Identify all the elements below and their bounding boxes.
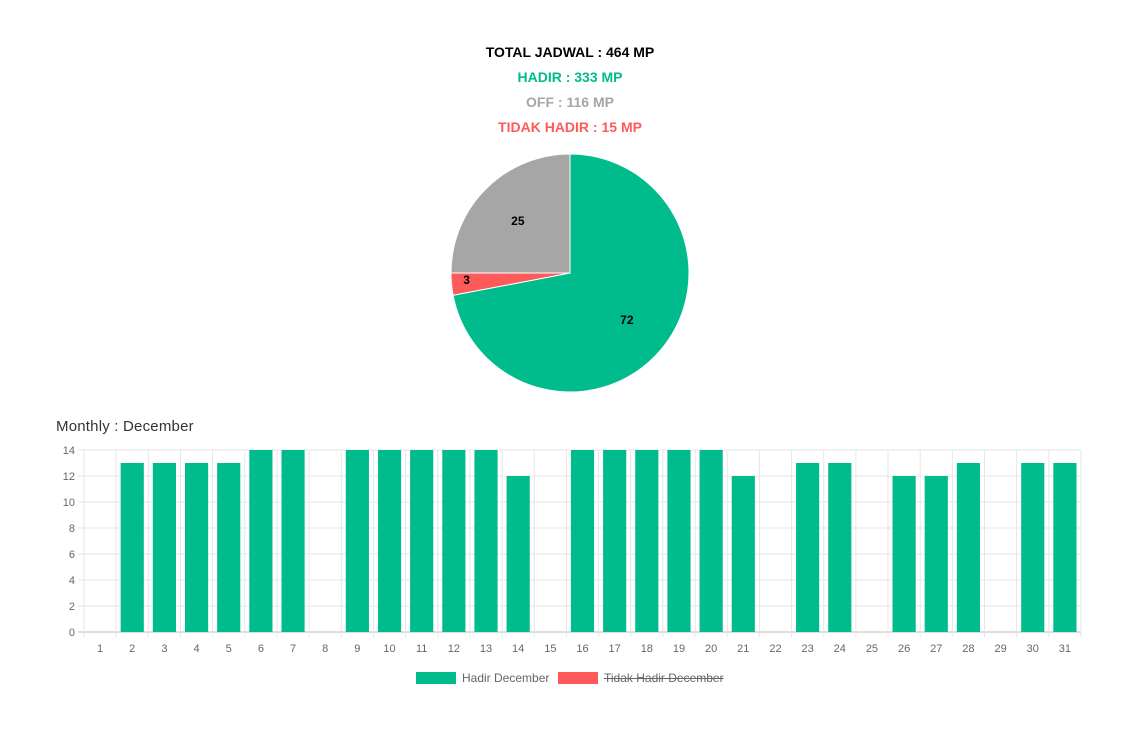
pie-label-off: 25: [511, 214, 525, 228]
bar-hadir-day-17[interactable]: [603, 450, 627, 632]
y-tick-label: 6: [69, 549, 75, 561]
bar-hadir-day-23[interactable]: [796, 463, 820, 632]
summary-off: OFF : 116 MP: [526, 94, 614, 110]
x-tick-label: 15: [544, 643, 556, 655]
bar-hadir-day-14[interactable]: [506, 476, 530, 632]
bar-hadir-day-9[interactable]: [345, 450, 369, 632]
x-tick-label: 25: [866, 643, 878, 655]
x-tick-label: 19: [673, 643, 685, 655]
x-tick-label: 28: [962, 643, 974, 655]
x-tick-label: 9: [354, 643, 360, 655]
x-tick-label: 4: [194, 643, 200, 655]
x-tick-label: 12: [448, 643, 460, 655]
bar-hadir-day-21[interactable]: [731, 476, 755, 632]
x-tick-label: 14: [512, 643, 524, 655]
x-tick-label: 11: [416, 643, 427, 655]
x-tick-label: 22: [769, 643, 781, 655]
pie-label-hadir: 72: [620, 313, 634, 327]
legend-item-tidak-hadir[interactable]: Tidak Hadir December: [558, 670, 724, 686]
x-tick-label: 31: [1059, 643, 1071, 655]
x-tick-label: 13: [480, 643, 492, 655]
x-tick-label: 3: [161, 643, 167, 655]
y-tick-label: 10: [63, 497, 75, 509]
legend-item-hadir[interactable]: Hadir December: [416, 670, 549, 686]
legend-label-tidak-hadir: Tidak Hadir December: [604, 671, 724, 685]
bar-hadir-day-3[interactable]: [152, 463, 176, 632]
x-tick-label: 27: [930, 643, 942, 655]
y-tick-label: 0: [69, 627, 75, 639]
bar-hadir-day-10[interactable]: [377, 450, 402, 632]
bar-hadir-day-28[interactable]: [956, 463, 981, 632]
x-tick-label: 20: [705, 643, 717, 655]
x-tick-label: 30: [1027, 643, 1039, 655]
pie-slice-hadir[interactable]: [452, 153, 690, 393]
bar-hadir-day-2[interactable]: [120, 463, 144, 632]
x-tick-label: 16: [576, 643, 588, 655]
legend-label-hadir: Hadir December: [462, 671, 550, 685]
summary-hadir: HADIR : 333 MP: [517, 69, 623, 85]
bar-hadir-day-24[interactable]: [828, 463, 852, 632]
bar-hadir-day-19[interactable]: [667, 450, 691, 632]
summary-tidak-hadir: TIDAK HADIR : 15 MP: [498, 119, 642, 135]
bar-hadir-day-31[interactable]: [1053, 463, 1077, 632]
bar-hadir-day-27[interactable]: [924, 476, 948, 632]
monthly-title: Monthly : December: [56, 418, 194, 435]
bar-hadir-day-6[interactable]: [249, 450, 273, 632]
x-tick-label: 23: [802, 643, 814, 655]
y-tick-label: 14: [63, 445, 75, 457]
bar-hadir-day-11[interactable]: [410, 450, 434, 632]
y-tick-label: 12: [63, 471, 75, 483]
bar-hadir-day-7[interactable]: [281, 450, 305, 632]
pie-chart: 72 3 25: [450, 153, 690, 393]
x-tick-label: 29: [994, 643, 1006, 655]
x-tick-label: 6: [258, 643, 264, 655]
x-tick-label: 18: [641, 643, 653, 655]
bar-hadir-day-26[interactable]: [892, 476, 916, 632]
bar-hadir-day-12[interactable]: [442, 450, 466, 632]
legend-swatch-hadir: [416, 672, 456, 684]
x-tick-label: 5: [226, 643, 232, 655]
bar-hadir-day-4[interactable]: [184, 463, 209, 632]
bar-hadir-day-5[interactable]: [217, 463, 241, 632]
bar-hadir-day-13[interactable]: [474, 450, 498, 632]
bar-hadir-day-30[interactable]: [1021, 463, 1045, 632]
x-tick-label: 2: [129, 643, 135, 655]
pie-slice-off[interactable]: [450, 153, 571, 274]
x-tick-label: 8: [322, 643, 328, 655]
x-tick-label: 21: [737, 643, 749, 655]
y-tick-label: 2: [69, 601, 75, 613]
x-tick-label: 1: [97, 643, 103, 655]
y-tick-label: 8: [69, 523, 75, 535]
x-tick-label: 24: [834, 643, 846, 655]
x-tick-label: 7: [290, 643, 296, 655]
pie-label-tidak-hadir: 3: [463, 273, 470, 287]
bar-hadir-day-20[interactable]: [699, 450, 723, 632]
bar-hadir-day-16[interactable]: [570, 450, 595, 632]
bar-hadir-day-18[interactable]: [635, 450, 659, 632]
x-tick-label: 26: [898, 643, 910, 655]
summary-total: TOTAL JADWAL : 464 MP: [485, 44, 655, 60]
y-tick-label: 4: [69, 575, 75, 587]
x-tick-label: 10: [383, 643, 395, 655]
x-tick-label: 17: [609, 643, 621, 655]
legend-swatch-tidak-hadir: [558, 672, 598, 684]
